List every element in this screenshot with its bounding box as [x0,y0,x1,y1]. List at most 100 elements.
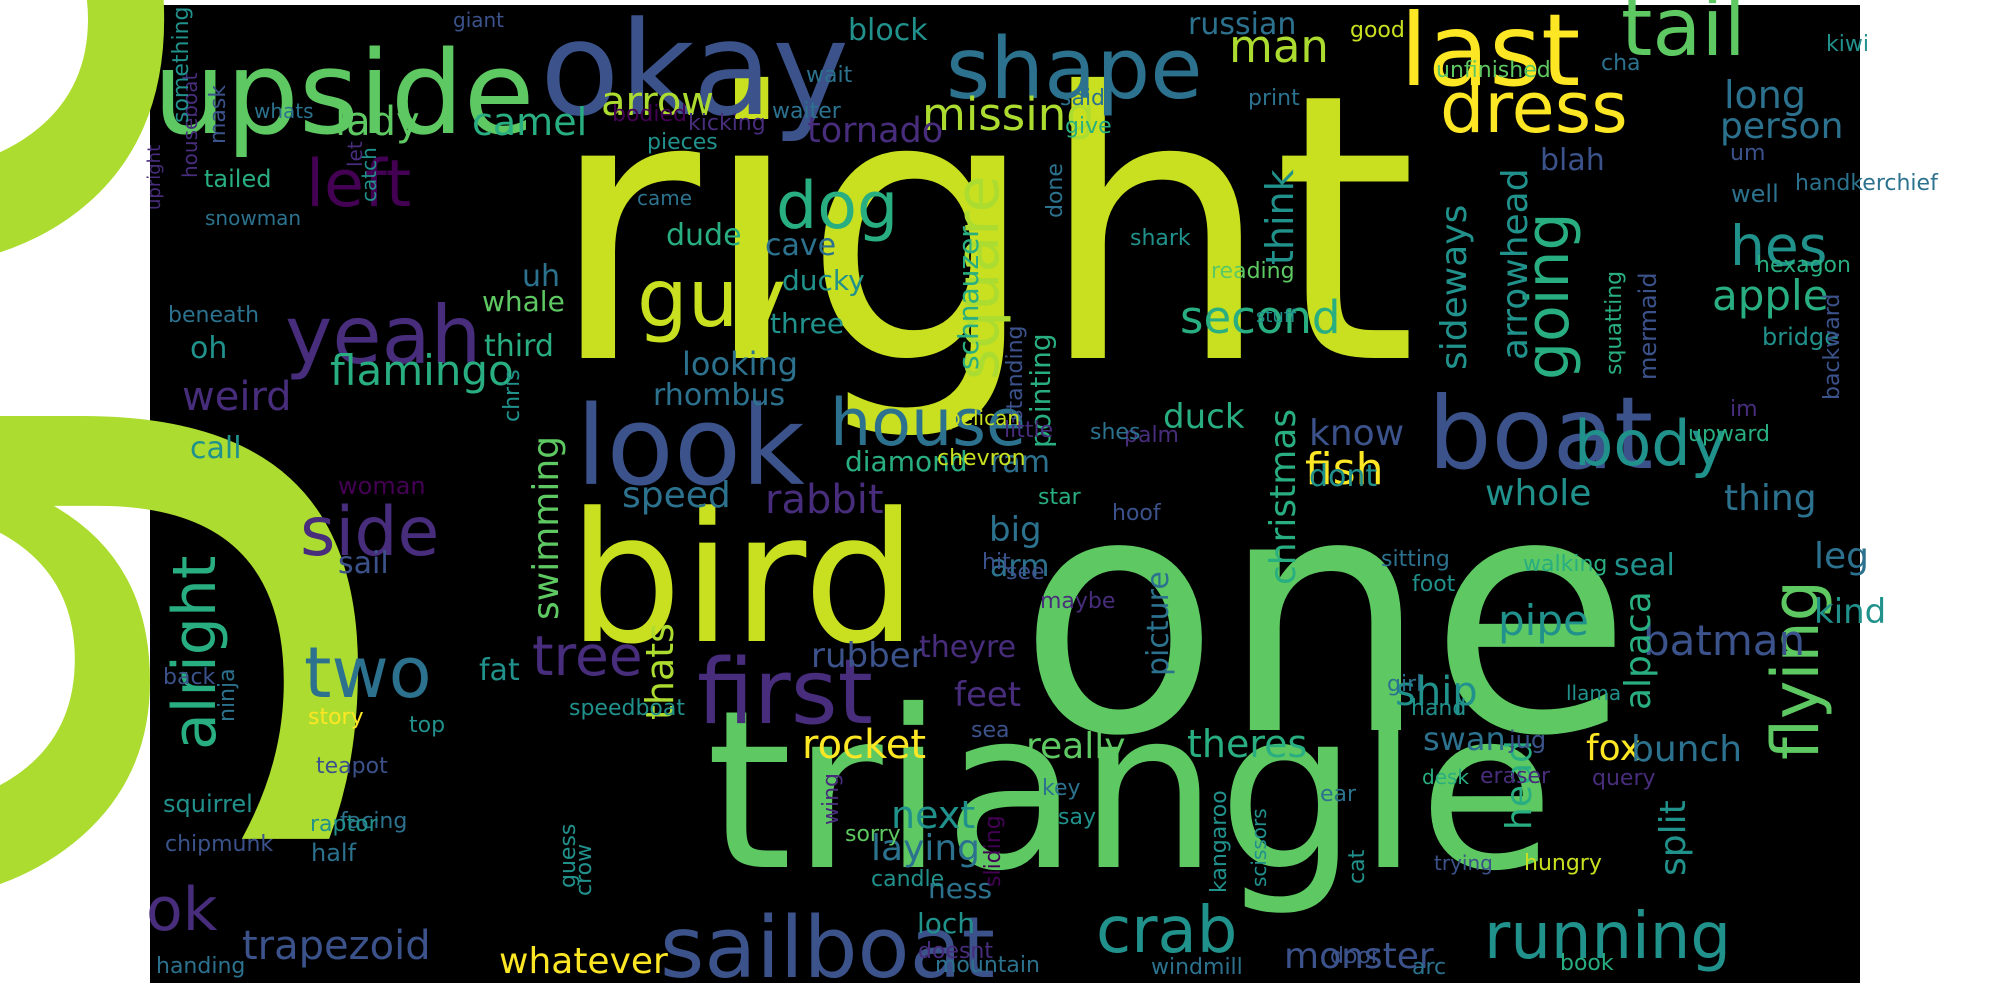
word-kangaroo: kangaroo [1207,790,1232,893]
word-christmas: christmas [1263,409,1304,585]
word-call: call [190,431,242,466]
word-looking: looking [682,345,798,383]
word-chipmunk: chipmunk [165,832,273,857]
word-maybe: maybe [1040,589,1115,614]
word-squirrel: squirrel [163,790,253,818]
word-teapot: teapot [316,754,388,779]
word-query: query [1592,766,1656,791]
word-shes: shes [1090,420,1140,445]
word-door: door [1330,944,1381,969]
word-block: block [848,13,928,48]
word-thing: thing [1724,478,1817,519]
word-whole: whole [1485,473,1591,514]
word-rubber: rubber [811,636,925,676]
word-alright: alright [160,556,230,750]
word-whatever: whatever [499,941,668,982]
word-side: side [300,493,439,572]
word-im: im [1730,397,1758,422]
word-print: print [1248,86,1300,111]
word-swimming: swimming [526,436,567,620]
word-arc: arc [1412,955,1446,980]
word-look: look [576,382,805,510]
word-squatting: squatting [1602,271,1627,375]
word-windmill: windmill [1151,955,1243,980]
word-whats: whats [254,99,314,123]
word-guess: guess [556,824,581,888]
word-going: going [1513,212,1583,380]
word-triangle: triangle [706,663,1554,919]
word-head: head [1499,740,1540,830]
word-apple: apple [1712,271,1829,320]
word-ram: ram [990,445,1050,480]
word-something: something [169,7,194,123]
word-sliding: sliding [981,815,1006,887]
word-camel: camel [472,100,587,144]
word-theyre: theyre [919,630,1016,665]
word-dog: dog [776,169,898,244]
word-waiter: waiter [772,99,842,124]
word-dress: dress [1440,67,1628,149]
word-fox: fox [1586,728,1641,769]
word-shape: shape [946,20,1203,119]
word-ship: ship [1395,669,1478,715]
word-crow: crow [572,844,597,896]
word-lady: lady [335,99,420,145]
word-story: story [308,705,364,730]
word-chevron: chevron [937,446,1026,471]
word-know: know [1309,413,1404,454]
word-said: said [1060,86,1105,111]
word-little: little [1004,418,1053,443]
word-pelican: pelican [948,406,1020,430]
word-say: say [1058,805,1096,830]
word-hungry: hungry [1524,851,1602,876]
word-let: let [343,141,367,167]
word-hexagon: hexagon [1756,253,1851,278]
word-batman: batman [1643,616,1805,665]
word-bridge: bridge [1762,323,1839,351]
word-ninja: ninja [215,668,240,722]
word-speedboat: speedboat [569,696,685,721]
word-uh: uh [522,259,560,294]
word-handing: handing [156,954,245,979]
word-jug: jug [1508,726,1546,754]
word-handkerchief: handkerchief [1795,171,1939,196]
word-picture: picture [1141,571,1176,676]
word-dont: dont [1309,459,1377,494]
word-one: one [1018,424,1632,808]
word-girl: girl [1387,672,1422,697]
word-third: third [484,329,554,364]
word-pointing: pointing [1024,333,1057,448]
word-bodied: bodied [612,102,687,127]
word-boat: boat [1428,375,1653,492]
word-rhombus: rhombus [653,378,785,413]
word-arrow: arrow [601,79,714,125]
word-mountain: mountain [935,953,1040,978]
word-hand: hand [1411,696,1466,721]
word-trapezoid: trapezoid [242,923,431,969]
word-woman: woman [338,472,426,500]
word-walking: walking [1523,552,1607,577]
word-house: house [830,386,1026,461]
word-arm: arm [990,549,1049,584]
word-came: came [637,186,692,210]
word-see: see [1006,560,1045,585]
word-leg: leg [1814,536,1869,577]
word-feet: feet [954,675,1021,715]
word-rocket: rocket [802,722,926,768]
word-pipe: pipe [1498,596,1589,645]
word-loch: loch [917,907,975,940]
word-mask: mask [206,85,231,144]
word-fish: fish [1305,444,1384,495]
word-eraser: eraser [1480,764,1551,789]
word-wait: wait [806,63,853,88]
word-monster: monster [1284,936,1434,977]
word-reading: reading [1211,259,1295,284]
word-good: good [1350,18,1405,43]
word-oh: oh [190,331,227,366]
word-key: key [1042,776,1081,801]
word-really: really [1026,726,1126,767]
word-sailboat: sailboat [660,899,995,998]
word-palm: palm [1124,423,1179,448]
word-backward: backward [1820,294,1845,400]
word-unfinished: unfinished [1436,58,1551,83]
